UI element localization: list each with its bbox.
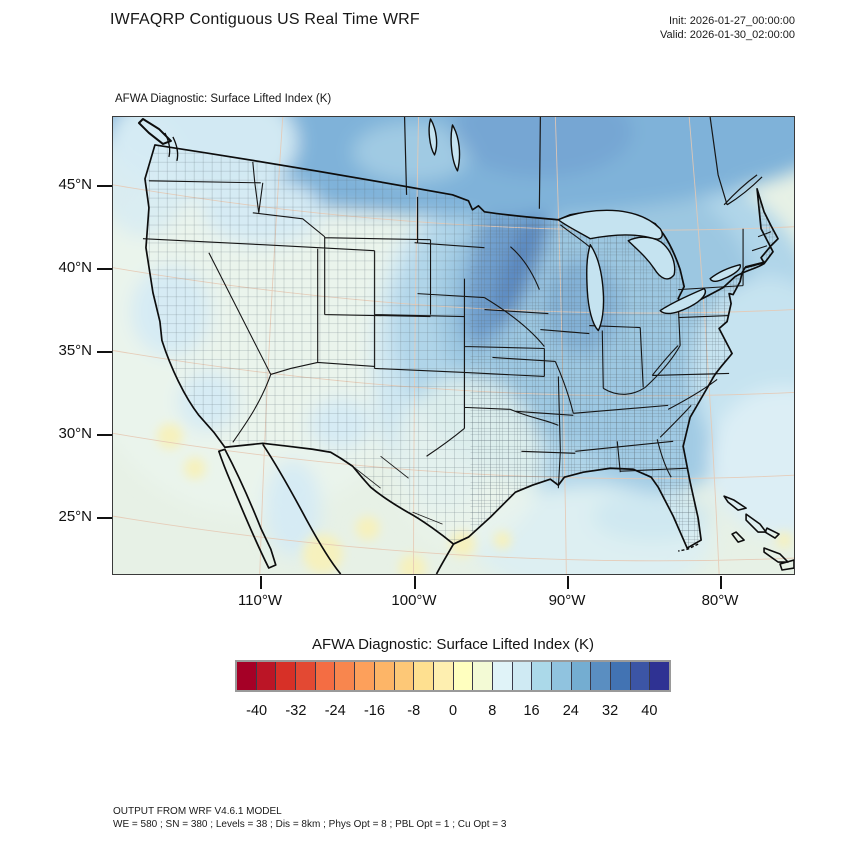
- colorbar-cell: [276, 662, 297, 690]
- mexico-west-coast: [262, 443, 342, 574]
- map-frame: [112, 116, 795, 575]
- mexico-borders: [352, 455, 443, 525]
- colorbar-cell: [296, 662, 316, 690]
- lat-tick-label: 25°N: [58, 508, 92, 525]
- mexico-gulf-coast: [435, 543, 455, 574]
- colorbar-cell: [512, 662, 533, 690]
- lake-superior: [557, 209, 663, 240]
- lon-tick-label: 80°W: [701, 592, 739, 609]
- colorbar-cell: [571, 662, 592, 690]
- map-subtitle: AFWA Diagnostic: Surface Lifted Index (K…: [115, 93, 332, 105]
- lon-tick-label: 100°W: [391, 592, 437, 609]
- colorbar-cell: [492, 662, 513, 690]
- colorbar-cell: [552, 662, 572, 690]
- colorbar-tick-label: 0: [448, 703, 458, 719]
- colorbar-cell: [453, 662, 474, 690]
- lat-tick-label: 30°N: [58, 425, 92, 442]
- colorbar-tick-label: 24: [562, 703, 579, 719]
- colorbar-cell: [630, 662, 651, 690]
- state-borders: [142, 161, 772, 489]
- colorbar-cell: [394, 662, 415, 690]
- lon-tick-label: 90°W: [548, 592, 586, 609]
- colorbar-tick-label: 40: [641, 703, 658, 719]
- colorbar-labels: -40 -32 -24 -16 -8 0 8 16 24 32 40: [237, 703, 669, 723]
- long-island: [744, 262, 765, 269]
- colorbar-tick-label: 8: [488, 703, 497, 719]
- colorbar-tick-label: -16: [363, 703, 385, 719]
- footer-line-2: WE = 580 ; SN = 380 ; Levels = 38 ; Dis …: [113, 819, 507, 830]
- lake-michigan: [586, 244, 605, 332]
- great-lakes: [428, 118, 742, 332]
- puget-sound: [164, 132, 179, 162]
- colorbar-cell: [237, 662, 257, 690]
- init-time: Init: 2026-01-27_00:00:00: [669, 15, 795, 27]
- lat-tick-mark: [97, 185, 112, 187]
- run-time-info: Init: 2026-01-27_00:00:00 Valid: 2026-01…: [535, 14, 795, 42]
- model-footer: OUTPUT FROM WRF V4.6.1 MODEL WE = 580 ; …: [113, 805, 506, 831]
- lake-ontario: [709, 263, 742, 282]
- colorbar-tick-label: -8: [407, 703, 421, 719]
- lat-tick-label: 40°N: [58, 259, 92, 276]
- colorbar-cell: [433, 662, 454, 690]
- colorbar: [235, 660, 671, 692]
- colorbar-cell: [532, 662, 552, 690]
- bahamas-cuba-islands: [723, 495, 794, 571]
- conus-map: [113, 117, 794, 574]
- lon-tick-mark: [260, 576, 262, 589]
- baja-peninsula: [217, 448, 277, 569]
- colorbar-cell: [414, 662, 434, 690]
- lat-tick-mark: [97, 268, 112, 270]
- colorbar-cell: [335, 662, 356, 690]
- st-lawrence-river: [726, 176, 763, 206]
- footer-line-1: OUTPUT FROM WRF V4.6.1 MODEL: [113, 806, 282, 817]
- canadian-lakes: [428, 118, 461, 172]
- lat-tick-mark: [97, 517, 112, 519]
- conus-coast-and-borders: [144, 144, 779, 549]
- lake-huron: [627, 236, 676, 280]
- lat-tick-label: 45°N: [58, 176, 92, 193]
- us-outline: [137, 117, 794, 574]
- lon-tick-mark: [414, 576, 416, 589]
- colorbar-tick-label: 32: [602, 703, 619, 719]
- colorbar-title: AFWA Diagnostic: Surface Lifted Index (K…: [311, 636, 595, 653]
- florida-keys: [678, 543, 699, 552]
- canada-borders: [403, 117, 758, 209]
- colorbar-tick-label: -24: [324, 703, 346, 719]
- colorbar-tick-label: -32: [285, 703, 307, 719]
- lon-tick-mark: [720, 576, 722, 589]
- colorbar-cell: [611, 662, 631, 690]
- colorbar-cell: [473, 662, 493, 690]
- colorbar-cell: [374, 662, 395, 690]
- colorbar-cell: [315, 662, 336, 690]
- valid-time: Valid: 2026-01-30_02:00:00: [660, 29, 795, 41]
- lat-tick-mark: [97, 351, 112, 353]
- vancouver-island: [137, 117, 172, 145]
- lat-tick-label: 35°N: [58, 342, 92, 359]
- lat-tick-mark: [97, 434, 112, 436]
- lake-erie: [659, 287, 707, 315]
- colorbar-cell: [355, 662, 375, 690]
- colorbar-cell: [591, 662, 612, 690]
- colorbar-cell: [650, 662, 670, 690]
- lon-tick-label: 110°W: [237, 592, 283, 609]
- colorbar-cell: [256, 662, 277, 690]
- page-title: IWFAQRP Contiguous US Real Time WRF: [110, 11, 420, 28]
- colorbar-tick-label: 16: [523, 703, 540, 719]
- colorbar-tick-label: -40: [246, 703, 268, 719]
- lon-tick-mark: [567, 576, 569, 589]
